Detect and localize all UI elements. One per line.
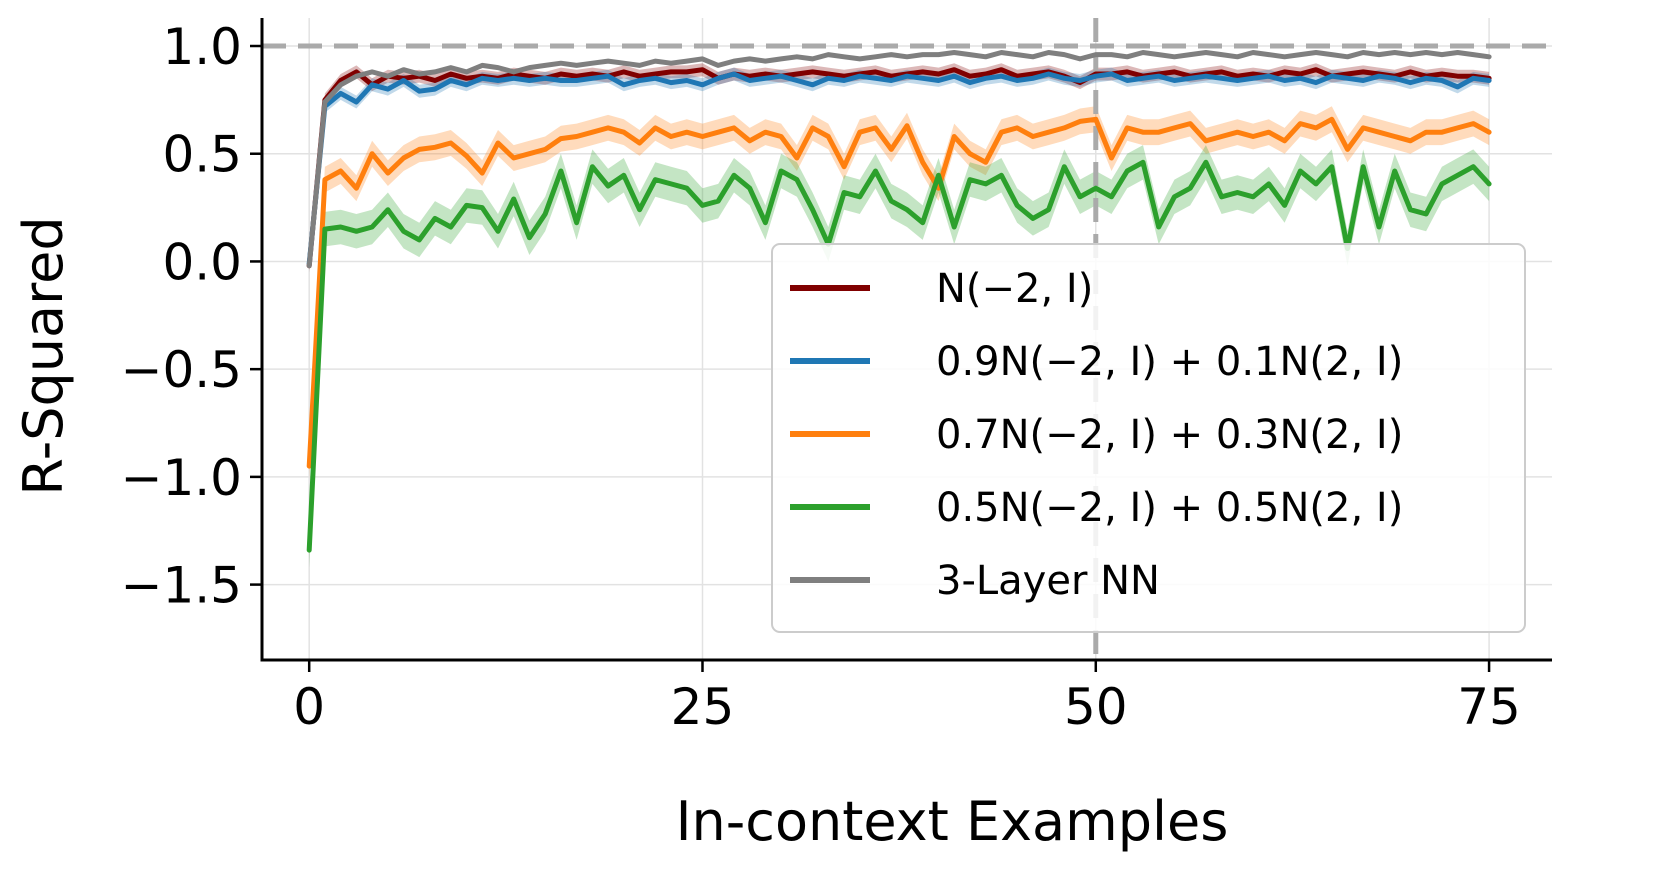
series-line-2 bbox=[306, 116, 1492, 469]
x-tick-label-0: 0 bbox=[293, 678, 325, 736]
legend-label-0: N(−2, I) bbox=[936, 266, 1093, 312]
x-tick-label-2: 50 bbox=[1064, 678, 1128, 736]
legend-box bbox=[771, 243, 1526, 633]
series-band-0 bbox=[309, 63, 1490, 273]
legend-label-3: 0.5N(−2, I) + 0.5N(2, I) bbox=[936, 485, 1403, 531]
y-tick-label-4: −1.0 bbox=[121, 449, 242, 507]
x-tick-label-3: 75 bbox=[1457, 678, 1521, 736]
y-tick-label-0: 1.0 bbox=[162, 18, 242, 76]
y-axis-ticks: 1.0 0.5 0.0 −0.5 −1.0 −1.5 bbox=[121, 18, 262, 615]
y-tick-label-2: 0.0 bbox=[162, 233, 242, 291]
legend-label-2: 0.7N(−2, I) + 0.3N(2, I) bbox=[936, 412, 1403, 458]
y-tick-label-5: −1.5 bbox=[121, 557, 242, 615]
legend-label-1: 0.9N(−2, I) + 0.1N(2, I) bbox=[936, 339, 1403, 385]
legend-label-4: 3-Layer NN bbox=[936, 558, 1160, 604]
series-band-2 bbox=[309, 106, 1490, 480]
series-line-4 bbox=[306, 50, 1492, 269]
x-axis-ticks: 0 25 50 75 bbox=[293, 660, 1521, 736]
y-axis-label: R-Squared bbox=[12, 216, 75, 495]
x-axis-label: In-context Examples bbox=[676, 790, 1229, 853]
x-tick-label-1: 25 bbox=[671, 678, 735, 736]
y-tick-label-1: 0.5 bbox=[162, 126, 242, 184]
axes bbox=[260, 18, 1552, 662]
y-tick-label-3: −0.5 bbox=[121, 341, 242, 399]
series-lines bbox=[306, 50, 1492, 553]
series-line-0 bbox=[306, 67, 1492, 269]
series-line-3 bbox=[306, 159, 1492, 553]
legend: N(−2, I) 0.9N(−2, I) + 0.1N(2, I) 0.7N(−2,… bbox=[771, 243, 1526, 633]
series-line-1 bbox=[306, 71, 1492, 267]
